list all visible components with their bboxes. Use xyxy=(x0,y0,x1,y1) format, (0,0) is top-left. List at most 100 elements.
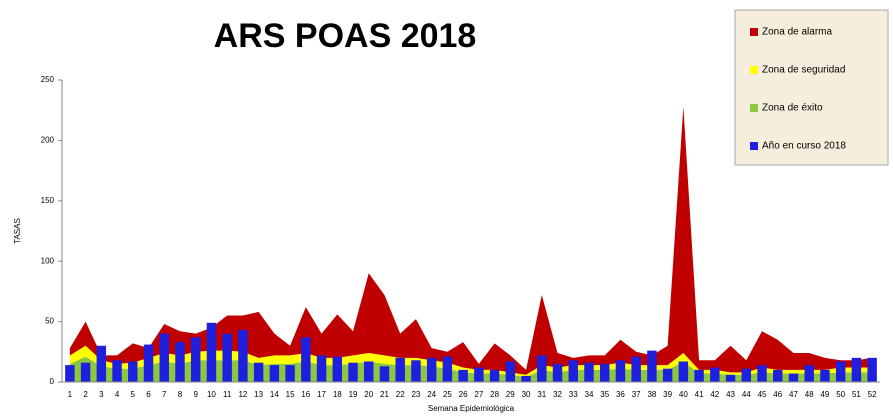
x-tick-label: 25 xyxy=(443,390,452,399)
y-tick-label: 200 xyxy=(41,136,55,145)
x-tick-label: 8 xyxy=(178,390,183,399)
legend-label: Año en curso 2018 xyxy=(762,141,846,152)
x-tick-label: 32 xyxy=(553,390,562,399)
bar xyxy=(615,360,626,382)
bar xyxy=(143,344,154,382)
bar xyxy=(128,361,138,382)
bar xyxy=(820,369,830,382)
x-tick-label: 13 xyxy=(254,390,263,399)
x-tick-label: 44 xyxy=(742,390,751,399)
bar xyxy=(411,360,421,382)
x-tick-label: 14 xyxy=(270,390,279,399)
x-tick-label: 36 xyxy=(616,390,625,399)
x-tick-label: 19 xyxy=(349,390,358,399)
bar xyxy=(505,361,516,382)
bar xyxy=(647,350,657,382)
x-tick-label: 5 xyxy=(131,390,136,399)
x-tick-label: 4 xyxy=(115,390,120,399)
x-tick-label: 17 xyxy=(317,390,326,399)
x-tick-label: 15 xyxy=(286,390,295,399)
x-tick-label: 18 xyxy=(333,390,342,399)
y-tick-label: 0 xyxy=(50,377,55,386)
legend-swatch xyxy=(750,142,758,150)
x-tick-label: 29 xyxy=(506,390,515,399)
x-tick-label: 1 xyxy=(68,390,73,399)
x-tick-label: 39 xyxy=(663,390,672,399)
bar xyxy=(788,373,799,382)
zone-area xyxy=(69,106,873,375)
x-tick-label: 30 xyxy=(522,390,531,399)
bar xyxy=(348,362,358,382)
bar xyxy=(710,367,720,382)
bar xyxy=(804,365,814,382)
bar xyxy=(631,356,641,382)
x-tick-label: 16 xyxy=(301,390,310,399)
bar xyxy=(599,363,610,382)
bar xyxy=(489,369,500,382)
bar xyxy=(175,342,185,382)
bar xyxy=(662,368,673,382)
x-tick-label: 22 xyxy=(396,390,405,399)
bar xyxy=(584,362,594,382)
x-tick-label: 50 xyxy=(836,390,845,399)
bar xyxy=(112,360,122,382)
bar xyxy=(426,357,437,382)
x-tick-label: 38 xyxy=(647,390,656,399)
bar xyxy=(190,337,201,382)
x-tick-label: 43 xyxy=(726,390,735,399)
bar xyxy=(741,368,752,382)
bar xyxy=(474,367,484,382)
x-tick-label: 41 xyxy=(695,390,704,399)
x-tick-label: 24 xyxy=(427,390,436,399)
x-tick-label: 52 xyxy=(868,390,877,399)
x-tick-label: 6 xyxy=(146,390,151,399)
x-tick-label: 48 xyxy=(805,390,814,399)
x-tick-label: 34 xyxy=(585,390,594,399)
x-tick-label: 20 xyxy=(364,390,373,399)
bar xyxy=(96,345,107,382)
bar xyxy=(222,333,232,382)
bar xyxy=(301,337,311,382)
zone-area xyxy=(69,345,873,378)
chart-title: ARS POAS 2018 xyxy=(214,17,477,55)
bar xyxy=(867,357,877,382)
x-tick-label: 35 xyxy=(600,390,609,399)
bar xyxy=(395,357,405,382)
x-tick-label: 47 xyxy=(789,390,798,399)
bar xyxy=(316,355,327,382)
y-tick-label: 50 xyxy=(45,317,54,326)
bar xyxy=(285,365,295,382)
x-tick-label: 11 xyxy=(223,390,232,399)
bar xyxy=(725,374,736,382)
legend-label: Zona de seguridad xyxy=(762,65,845,76)
bar xyxy=(757,365,767,382)
legend-swatch xyxy=(750,104,758,112)
bar xyxy=(379,366,390,382)
bar xyxy=(521,375,531,382)
bar xyxy=(851,357,862,382)
legend-swatch xyxy=(750,66,758,74)
bar xyxy=(678,361,689,382)
x-tick-label: 26 xyxy=(459,390,468,399)
bar xyxy=(206,322,217,382)
x-tick-label: 9 xyxy=(193,390,198,399)
legend-label: Zona de alarma xyxy=(762,27,832,38)
bar xyxy=(65,365,75,382)
y-axis-label: TASAS xyxy=(13,218,22,244)
bar xyxy=(238,330,248,382)
y-tick-label: 150 xyxy=(41,196,55,205)
x-tick-label: 37 xyxy=(632,390,641,399)
x-axis-label: Semana Epidemiológica xyxy=(428,404,515,413)
bar xyxy=(458,369,468,382)
bar xyxy=(537,355,547,382)
bar xyxy=(253,362,264,382)
legend-label: Zona de éxito xyxy=(762,103,823,114)
x-tick-label: 45 xyxy=(758,390,767,399)
x-tick-label: 3 xyxy=(99,390,104,399)
bar xyxy=(269,365,280,382)
legend-swatch xyxy=(750,28,758,36)
bar xyxy=(364,361,374,382)
x-tick-label: 28 xyxy=(490,390,499,399)
bar xyxy=(442,356,453,382)
